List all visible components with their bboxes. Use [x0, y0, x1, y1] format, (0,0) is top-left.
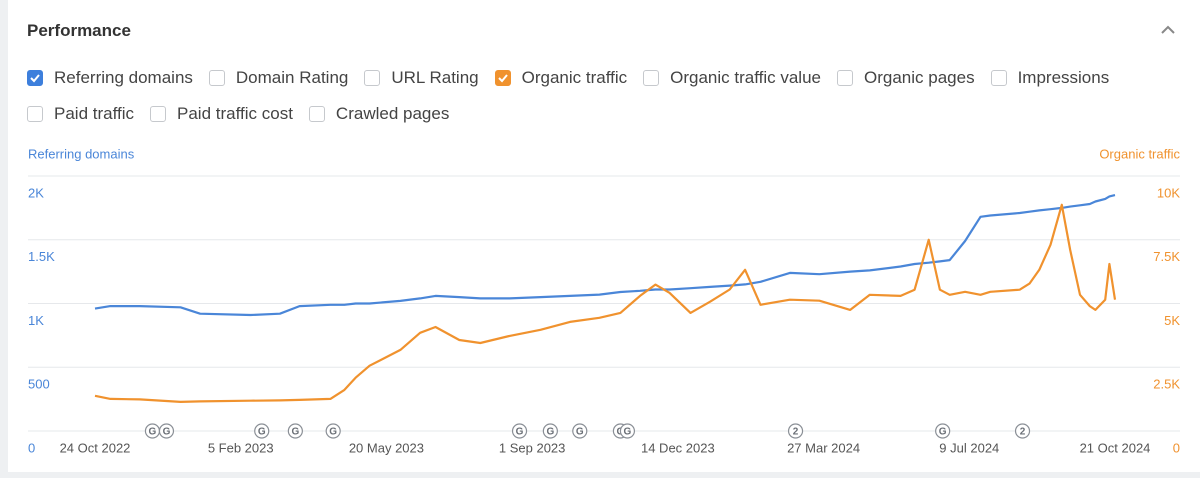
update-marker-label: G: [329, 427, 337, 438]
y-tick-label: 1K: [28, 313, 44, 328]
check-mark: [30, 74, 40, 83]
update-marker-label: G: [291, 427, 299, 438]
card-title: Performance: [27, 21, 131, 40]
metric-label: Paid traffic cost: [177, 104, 293, 123]
update-marker: [287, 423, 303, 439]
checkbox[interactable]: [990, 70, 1007, 86]
checkbox[interactable]: [27, 70, 43, 86]
y2-axis-title: Organic traffic: [1099, 146, 1180, 161]
x-tick-label: 24 Oct 2022: [60, 440, 131, 455]
update-marker: [254, 423, 270, 439]
checkbox[interactable]: [364, 70, 381, 86]
metric-checkbox[interactable]: Crawled pages: [308, 104, 450, 124]
checkbox[interactable]: [27, 106, 43, 122]
y-axis-title: Referring domains: [28, 146, 135, 161]
metric-checkbox[interactable]: Organic traffic value: [643, 68, 821, 88]
update-marker-label: 2: [1020, 427, 1026, 438]
metric-label: Organic traffic: [521, 68, 628, 87]
x-tick-label: 21 Oct 2024: [1080, 440, 1151, 455]
y2-tick-label: 2.5K: [1153, 377, 1180, 392]
checkbox[interactable]: [494, 70, 511, 86]
update-marker: [542, 423, 558, 439]
metric-label: Paid traffic: [54, 104, 135, 123]
x-tick-label: 14 Dec 2023: [641, 440, 715, 455]
checkbox[interactable]: [308, 106, 325, 122]
metric-checkbox[interactable]: Domain Rating: [208, 68, 349, 88]
metric-label: URL Rating: [391, 68, 479, 87]
update-marker-label: G: [939, 427, 947, 438]
metric-label: Referring domains: [54, 68, 193, 87]
update-marker-label: G: [546, 427, 554, 438]
update-marker-label: G: [163, 427, 171, 438]
metric-label: Domain Rating: [235, 68, 349, 87]
metric-label: Impressions: [1017, 68, 1110, 87]
checkbox[interactable]: [150, 106, 167, 122]
update-marker: [511, 423, 528, 439]
checkbox[interactable]: [643, 70, 660, 86]
metric-checkbox[interactable]: Impressions: [990, 68, 1110, 88]
x-tick-label: 5 Feb 2023: [208, 440, 274, 455]
metric-row: Referring domains Domain Rating URL Rating…: [27, 68, 1125, 88]
y2-tick-label: 0: [1173, 440, 1180, 455]
update-marker: [325, 423, 341, 439]
x-tick-label: 1 Sep 2023: [499, 440, 566, 455]
y2-tick-label: 5K: [1164, 313, 1180, 328]
update-marker: [619, 423, 636, 439]
y-tick-label: 1.5K: [28, 249, 55, 264]
series-line: [94, 194, 1116, 317]
check-mark: [497, 74, 508, 83]
metric-checkbox[interactable]: Organic pages: [837, 68, 975, 88]
update-marker-label: G: [624, 427, 632, 438]
update-marker: [1014, 423, 1031, 439]
checkbox[interactable]: [837, 70, 853, 86]
update-marker-label: G: [149, 427, 157, 438]
y2-tick-label: 10K: [1157, 185, 1180, 200]
update-marker: [572, 423, 588, 439]
x-tick-label: 9 Jul 2024: [939, 440, 999, 455]
y2-tick-label: 7.5K: [1153, 249, 1180, 264]
update-marker-label: G: [258, 427, 266, 438]
metric-checkbox[interactable]: Paid traffic cost: [150, 104, 293, 124]
metric-row: Paid traffic Paid traffic cost Crawled pag…: [27, 104, 465, 124]
update-marker-label: 2: [793, 427, 799, 438]
x-tick-label: 20 May 2023: [349, 440, 424, 455]
collapse-toggle[interactable]: [1160, 22, 1176, 38]
series-line: [94, 203, 1117, 403]
metric-label: Organic pages: [864, 68, 975, 87]
update-marker: [787, 423, 804, 439]
checkbox[interactable]: [208, 70, 225, 86]
metric-checkbox[interactable]: Organic traffic: [494, 68, 628, 88]
update-marker: [935, 423, 951, 439]
x-tick-label: 27 Mar 2024: [787, 440, 860, 455]
update-marker-label: G: [576, 427, 584, 438]
update-marker-label: G: [516, 427, 524, 438]
metric-label: Crawled pages: [335, 104, 450, 123]
metric-checkbox[interactable]: Referring domains: [27, 68, 193, 88]
performance-card: Performance Referring domains Domain Rati…: [8, 0, 1200, 472]
y-tick-label: 2K: [28, 185, 44, 200]
metric-checkbox[interactable]: Paid traffic: [27, 104, 134, 124]
update-marker: [158, 423, 175, 439]
y-tick-label: 500: [28, 377, 50, 392]
metric-checkbox[interactable]: URL Rating: [364, 68, 479, 88]
metric-label: Organic traffic value: [670, 68, 821, 87]
y-tick-label: 0: [28, 440, 35, 455]
